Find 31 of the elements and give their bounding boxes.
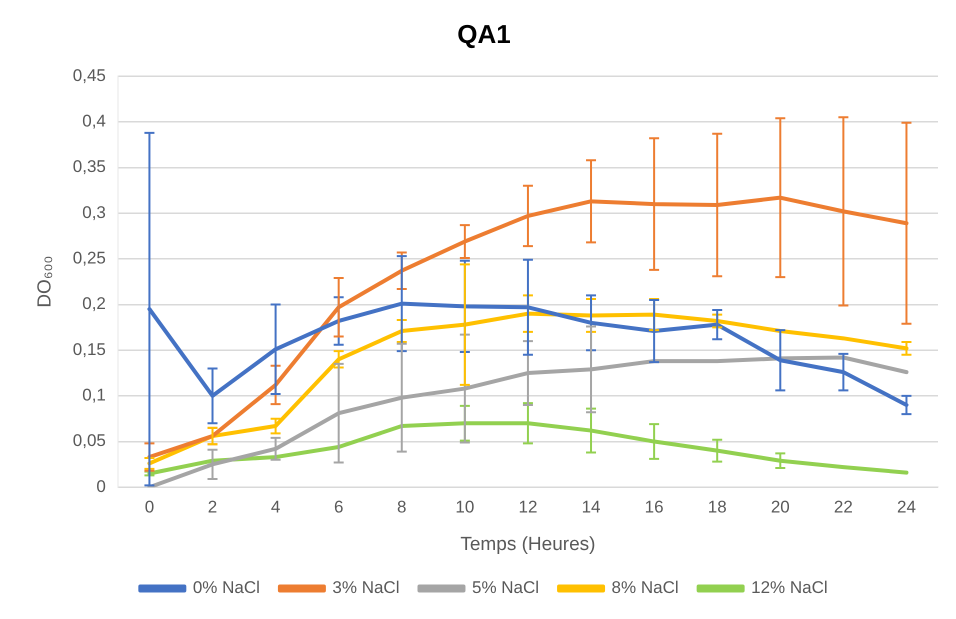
y-tick-label: 0,2 bbox=[82, 294, 106, 314]
x-tick-label: 2 bbox=[208, 497, 218, 516]
legend-label: 5% NaCl bbox=[472, 578, 540, 598]
y-tick-label: 0,25 bbox=[72, 248, 106, 268]
x-tick-label: 4 bbox=[270, 497, 280, 516]
x-tick-label: 10 bbox=[455, 497, 474, 516]
y-axis-title: DO₆₀₀ bbox=[34, 256, 56, 308]
y-tick-label: 0,1 bbox=[82, 386, 106, 405]
x-tick-label: 18 bbox=[708, 497, 727, 516]
x-tick-label: 20 bbox=[770, 497, 790, 516]
x-axis-title: Temps (Heures) bbox=[460, 534, 596, 555]
x-tick-label: 0 bbox=[144, 497, 154, 516]
y-tick-label: 0 bbox=[96, 476, 106, 496]
legend-label: 12% NaCl bbox=[751, 578, 828, 598]
x-tick-label: 6 bbox=[334, 497, 344, 516]
x-tick-label: 16 bbox=[644, 497, 664, 516]
y-tick-label: 0,15 bbox=[72, 340, 106, 359]
y-tick-label: 0,35 bbox=[72, 157, 106, 176]
x-tick-label: 12 bbox=[518, 497, 538, 516]
y-tick-label: 0,05 bbox=[72, 431, 106, 450]
x-tick-label: 24 bbox=[896, 497, 916, 516]
y-tick-label: 0,4 bbox=[82, 112, 106, 131]
y-tick-label: 0,45 bbox=[72, 66, 106, 85]
chart-title: QA1 bbox=[457, 18, 511, 49]
y-tick-label: 0,3 bbox=[82, 202, 106, 222]
x-tick-label: 8 bbox=[397, 497, 407, 516]
x-tick-label: 22 bbox=[834, 497, 853, 516]
legend-label: 3% NaCl bbox=[332, 578, 400, 598]
legend-label: 0% NaCl bbox=[192, 578, 260, 598]
x-tick-label: 14 bbox=[582, 497, 600, 516]
legend-label: 8% NaCl bbox=[612, 578, 679, 598]
